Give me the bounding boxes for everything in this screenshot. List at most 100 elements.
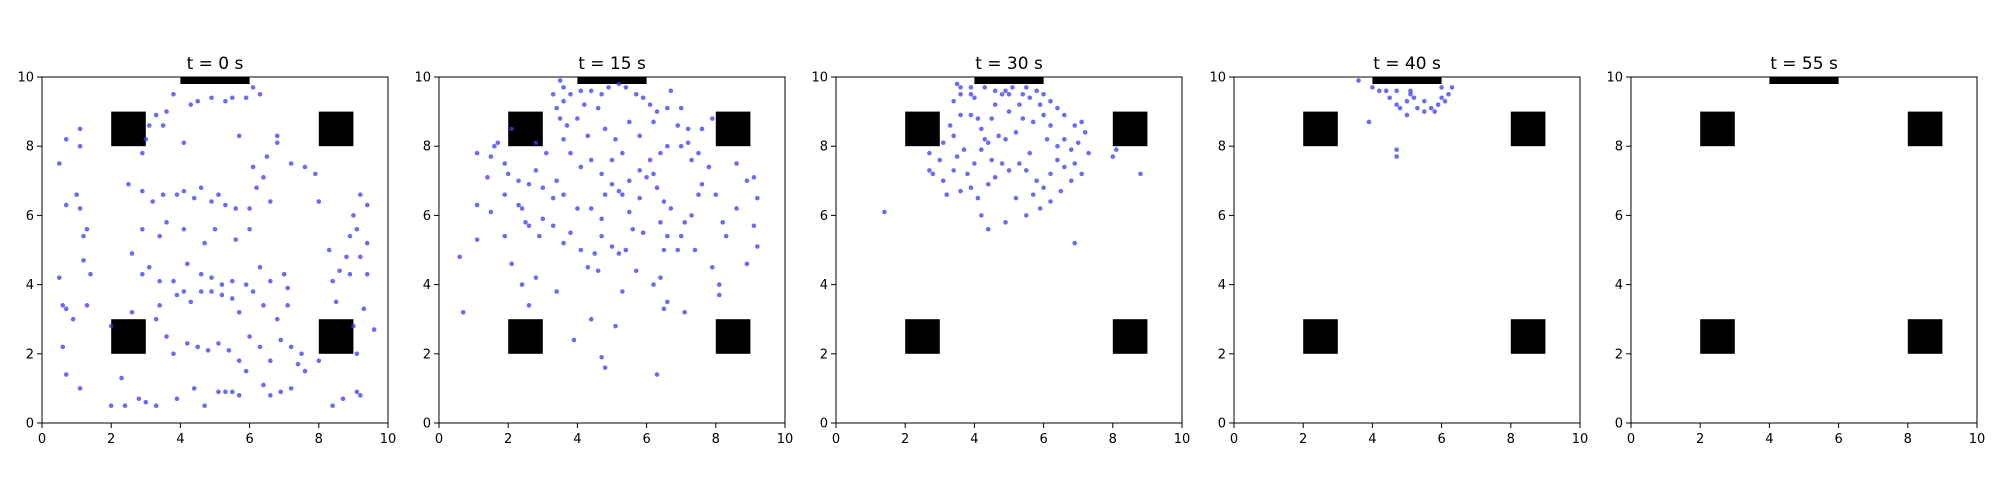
point-145 bbox=[236, 358, 242, 364]
point-115 bbox=[716, 292, 722, 298]
panel-2: t = 30 s 0 2 4 6 8 10 0 2 4 6 8 10 bbox=[811, 54, 1190, 447]
point-87 bbox=[665, 143, 670, 149]
point-6 bbox=[77, 206, 83, 211]
point-33 bbox=[268, 393, 273, 398]
y-tick-label: 6 bbox=[26, 209, 34, 224]
point-2 bbox=[77, 126, 83, 132]
point-147 bbox=[257, 344, 263, 350]
point-19 bbox=[1422, 109, 1427, 114]
point-77 bbox=[961, 147, 967, 152]
point-119 bbox=[665, 299, 670, 305]
point-117 bbox=[682, 309, 687, 315]
point-57 bbox=[333, 299, 339, 305]
point-50 bbox=[364, 202, 370, 208]
point-28 bbox=[1041, 92, 1046, 97]
x-tick-label: 2 bbox=[107, 432, 115, 447]
point-115 bbox=[198, 271, 204, 277]
point-90 bbox=[982, 85, 988, 90]
point-130 bbox=[509, 126, 514, 132]
y-tick-label: 2 bbox=[1615, 347, 1623, 362]
point-106 bbox=[713, 192, 719, 197]
point-58 bbox=[330, 278, 335, 284]
point-42 bbox=[358, 393, 363, 398]
x-tick-label: 0 bbox=[38, 432, 46, 447]
point-84 bbox=[181, 140, 187, 146]
point-78 bbox=[982, 136, 988, 142]
point-45 bbox=[996, 133, 1001, 139]
point-49 bbox=[354, 226, 360, 232]
point-138 bbox=[164, 334, 169, 339]
point-57 bbox=[685, 140, 691, 146]
x-tick-label: 2 bbox=[504, 432, 512, 447]
point-16 bbox=[972, 95, 977, 101]
point-33 bbox=[1079, 119, 1084, 125]
point-71 bbox=[1013, 195, 1019, 201]
point-24 bbox=[1010, 85, 1015, 90]
point-16 bbox=[60, 344, 66, 350]
x-tick-label: 10 bbox=[1969, 432, 1986, 447]
point-71 bbox=[578, 88, 584, 94]
point-8 bbox=[81, 233, 86, 239]
point-24 bbox=[174, 396, 180, 402]
point-33 bbox=[609, 181, 615, 187]
point-11 bbox=[516, 202, 521, 208]
point-55 bbox=[1006, 168, 1012, 173]
point-2 bbox=[1377, 88, 1382, 94]
point-111 bbox=[146, 265, 152, 270]
x-tick-label: 4 bbox=[1765, 432, 1773, 447]
point-26 bbox=[202, 403, 207, 409]
point-29 bbox=[223, 389, 228, 395]
point-93 bbox=[651, 119, 656, 125]
obstacle-3 bbox=[715, 319, 751, 354]
point-0 bbox=[57, 161, 62, 166]
y-tick-label: 0 bbox=[1615, 417, 1623, 432]
point-70 bbox=[588, 88, 594, 94]
point-39 bbox=[1048, 123, 1053, 128]
point-98 bbox=[533, 140, 539, 146]
x-tick-label: 4 bbox=[970, 432, 978, 447]
point-67 bbox=[616, 81, 622, 87]
point-74 bbox=[557, 116, 563, 121]
point-2 bbox=[474, 237, 480, 242]
y-tick-label: 8 bbox=[1218, 140, 1226, 155]
point-85 bbox=[647, 157, 653, 163]
point-92 bbox=[191, 195, 197, 201]
point-42 bbox=[644, 175, 649, 180]
point-100 bbox=[268, 199, 273, 204]
point-137 bbox=[153, 316, 159, 322]
x-tick-label: 0 bbox=[1230, 432, 1238, 447]
point-141 bbox=[723, 233, 729, 239]
point-97 bbox=[561, 85, 566, 90]
point-0 bbox=[1356, 78, 1361, 83]
point-76 bbox=[951, 168, 956, 173]
point-144 bbox=[226, 348, 232, 353]
point-60 bbox=[316, 199, 322, 204]
y-tick-label: 2 bbox=[1218, 347, 1226, 362]
obstacle-1 bbox=[318, 111, 354, 147]
point-81 bbox=[1037, 102, 1043, 107]
point-8 bbox=[502, 192, 508, 197]
point-79 bbox=[1006, 109, 1012, 114]
point-36 bbox=[295, 361, 301, 367]
point-0 bbox=[457, 254, 463, 260]
point-44 bbox=[654, 185, 660, 191]
point-18 bbox=[77, 386, 83, 391]
panel-4: t = 55 s 0 2 4 6 8 10 0 2 4 6 8 10 bbox=[1606, 54, 1985, 447]
point-62 bbox=[654, 109, 660, 114]
point-24 bbox=[561, 240, 566, 246]
point-31 bbox=[1062, 112, 1067, 118]
obstacle-3 bbox=[1907, 319, 1943, 354]
point-109 bbox=[129, 251, 135, 256]
point-21 bbox=[136, 396, 142, 402]
y-tick-label: 10 bbox=[1209, 71, 1226, 86]
point-27 bbox=[578, 247, 584, 253]
point-47 bbox=[979, 147, 984, 152]
point-6 bbox=[1397, 105, 1403, 111]
point-3 bbox=[474, 150, 480, 156]
point-91 bbox=[181, 188, 187, 194]
point-28 bbox=[230, 389, 235, 395]
point-76 bbox=[561, 136, 566, 142]
y-tick-label: 6 bbox=[820, 209, 828, 224]
x-tick-label: 6 bbox=[642, 432, 650, 447]
point-45 bbox=[361, 306, 367, 312]
